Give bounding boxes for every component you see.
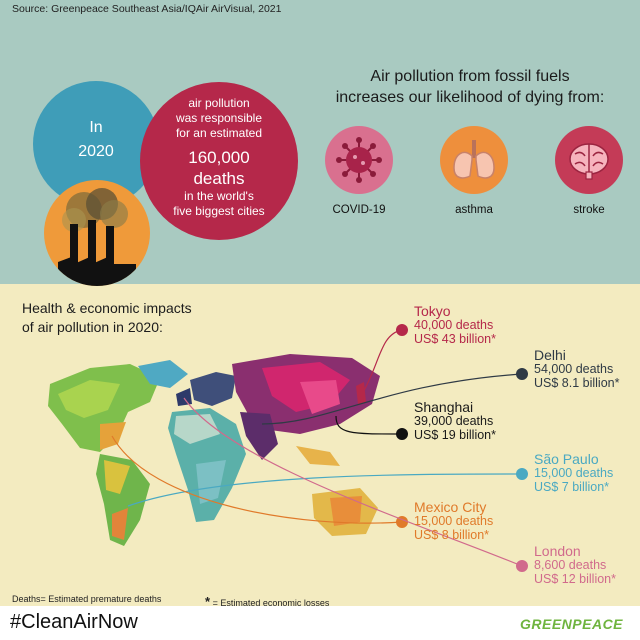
saopaulo-dot: [516, 468, 528, 480]
city-shanghai: Shanghai 39,000 deaths US$ 19 billion*: [414, 400, 496, 442]
city-saopaulo-name: São Paulo: [534, 451, 599, 467]
deaths-line-4: in the world's: [184, 189, 254, 203]
headline-line-1: Air pollution from fossil fuels: [370, 68, 570, 85]
headline-line-2: increases our likelihood of dying from:: [335, 89, 605, 106]
mexicocity-dot: [396, 516, 408, 528]
city-mexicocity-loss: US$ 8 billion*: [414, 528, 490, 542]
city-shanghai-name: Shanghai: [414, 399, 474, 415]
city-shanghai-loss: US$ 19 billion*: [414, 428, 496, 442]
city-london-loss: US$ 12 billion*: [534, 572, 616, 586]
south-america-north: [104, 460, 130, 494]
deaths-line-5: five biggest cities: [173, 204, 265, 218]
source-note: Source: Greenpeace Southeast Asia/IQAir …: [12, 3, 282, 15]
deaths-line-3: for an estimated: [175, 126, 263, 140]
china: [300, 380, 340, 414]
city-tokyo-deaths: 40,000 deaths: [414, 318, 494, 332]
city-saopaulo-deaths: 15,000 deaths: [534, 466, 614, 480]
africa-north: [174, 414, 220, 444]
cause-asthma-disc: [440, 126, 508, 194]
city-mexicocity-name: Mexico City: [414, 499, 487, 515]
deaths-unit: deaths: [193, 169, 245, 188]
factory-icon: [58, 188, 136, 286]
asterisk-symbol: *: [205, 594, 211, 609]
city-saopaulo-loss: US$ 7 billion*: [534, 480, 610, 494]
city-tokyo: Tokyo 40,000 deaths US$ 43 billion*: [414, 304, 496, 346]
cause-asthma-label: asthma: [455, 204, 493, 216]
deaths-text: air pollution was responsible for an est…: [140, 96, 298, 219]
factory-circle: [44, 180, 150, 286]
europe: [190, 372, 236, 406]
headline: Air pollution from fossil fuels increase…: [300, 66, 640, 108]
japan: [356, 382, 366, 404]
city-london-name: London: [534, 543, 581, 559]
shanghai-line: [335, 415, 403, 435]
delhi-dot: [516, 368, 528, 380]
uk: [176, 388, 192, 406]
tokyo-dot: [396, 324, 408, 336]
deaths-line-1: air pollution: [188, 96, 250, 110]
city-tokyo-name: Tokyo: [414, 303, 451, 319]
london-dot: [516, 560, 528, 572]
shanghai-dot: [396, 428, 408, 440]
deaths-number: 160,000: [188, 148, 250, 167]
virus-icon: [336, 137, 382, 183]
lungs-icon: [453, 140, 495, 179]
greenland: [138, 360, 188, 388]
connector-lines: [111, 324, 528, 572]
city-tokyo-loss: US$ 43 billion*: [414, 332, 496, 346]
city-delhi-name: Delhi: [534, 347, 566, 363]
year-text: In 2020: [33, 116, 159, 164]
city-delhi-deaths: 54,000 deaths: [534, 362, 614, 376]
cause-covid-label: COVID-19: [332, 204, 386, 216]
city-delhi: Delhi 54,000 deaths US$ 8.1 billion*: [534, 348, 619, 390]
deaths-circle: [140, 82, 298, 240]
southeast-asia: [296, 446, 340, 466]
london-line: [183, 397, 523, 567]
impacts-title-line-1: Health & economic impacts: [22, 300, 192, 316]
africa-south: [196, 460, 226, 504]
year-line-1: In: [89, 119, 103, 136]
cause-stroke-label: stroke: [573, 204, 605, 216]
cause-stroke-disc: [555, 126, 623, 194]
delhi-line: [261, 373, 523, 425]
city-london: London 8,600 deaths US$ 12 billion*: [534, 544, 616, 586]
footer: [0, 606, 640, 640]
cause-asthma: asthma: [419, 126, 529, 216]
city-mexicocity-deaths: 15,000 deaths: [414, 514, 494, 528]
tokyo-line: [361, 329, 403, 395]
city-london-deaths: 8,600 deaths: [534, 558, 607, 572]
year-line-2: 2020: [78, 143, 114, 160]
city-saopaulo: São Paulo 15,000 deaths US$ 7 billion*: [534, 452, 613, 494]
south-america-south: [112, 508, 128, 540]
city-shanghai-deaths: 39,000 deaths: [414, 414, 494, 428]
north-america-shade: [58, 380, 120, 418]
mexicocity-line: [111, 435, 403, 524]
city-mexicocity: Mexico City 15,000 deaths US$ 8 billion*: [414, 500, 493, 542]
saopaulo-line: [127, 473, 523, 507]
deaths-line-2: was responsible: [175, 111, 263, 125]
brain-icon: [569, 143, 609, 180]
cause-covid: COVID-19: [304, 126, 414, 216]
loss-legend-text: = Estimated economic losses: [212, 598, 330, 608]
city-delhi-loss: US$ 8.1 billion*: [534, 376, 620, 390]
australia-center: [330, 496, 362, 526]
cause-stroke: stroke: [534, 126, 640, 216]
cause-covid-disc: [325, 126, 393, 194]
impacts-title: Health & economic impacts of air polluti…: [22, 299, 192, 337]
hashtag: #CleanAirNow: [10, 611, 138, 633]
impacts-title-line-2: of air pollution in 2020:: [22, 319, 163, 335]
loss-legend: * = Estimated economic losses: [205, 594, 329, 609]
greenpeace-logo: GREENPEACE: [520, 616, 624, 632]
deaths-legend: Deaths= Estimated premature deaths: [12, 594, 162, 604]
north-america-south: [100, 422, 126, 450]
